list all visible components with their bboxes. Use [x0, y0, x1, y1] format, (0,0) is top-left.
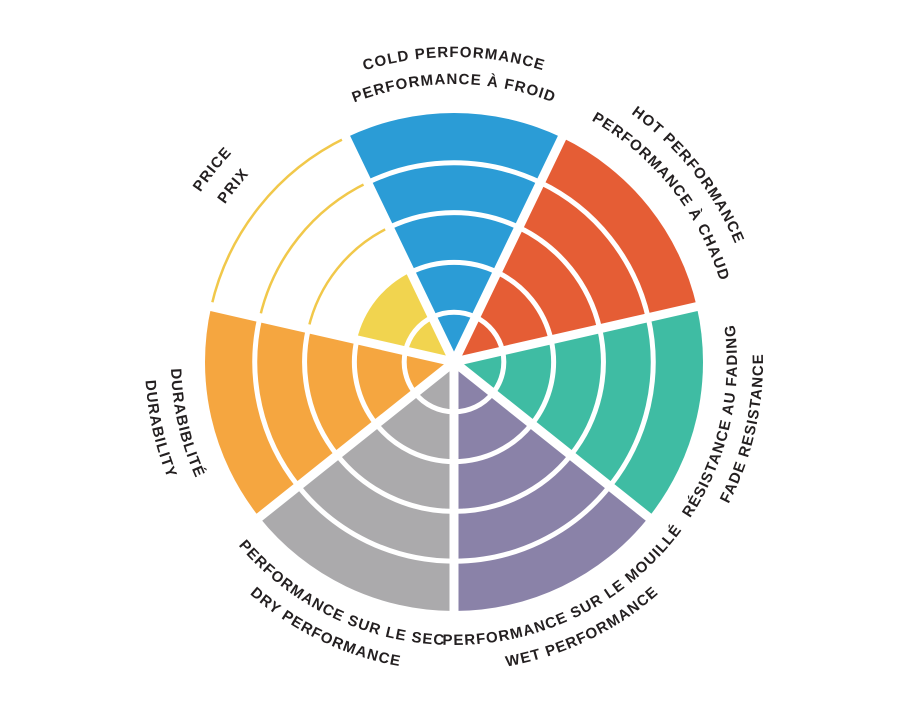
sector-separator: [452, 300, 704, 367]
sector-cold-wedge: [345, 113, 563, 362]
sector-durability-wedge: [204, 306, 454, 518]
sector-price-unfilled-ring: [307, 226, 390, 330]
ring-divider: [453, 484, 612, 564]
label-cold-en: COLD PERFORMANCE: [361, 44, 547, 74]
ring-divider: [302, 328, 340, 457]
ring-divider: [539, 180, 651, 319]
ring-divider: [335, 453, 455, 514]
ring-divider: [374, 422, 455, 465]
sector-dry-wedge: [259, 362, 454, 611]
ring-divider: [529, 339, 557, 426]
sector-hot-wedge: [454, 137, 697, 362]
sector-fade-wedge: [454, 306, 704, 518]
sector-price-wedge: [356, 272, 454, 362]
ring-divider: [351, 339, 379, 426]
ring-divider: [568, 328, 606, 457]
ring-divider: [409, 259, 499, 275]
sector-price-unfilled-ring: [210, 136, 347, 307]
ring-divider: [453, 453, 573, 514]
sector-wet-wedge: [454, 362, 649, 611]
sector-separator: [204, 300, 456, 367]
ring-divider: [496, 270, 554, 341]
sector-price-unfilled-ring: [258, 181, 369, 318]
ring-divider: [607, 317, 656, 488]
label-cold-fr: PERFORMANCE À FROID: [350, 71, 559, 106]
sector-separator: [451, 358, 657, 525]
ring-divider: [517, 225, 603, 330]
ring-divider: [453, 422, 534, 465]
sector-separator: [339, 130, 459, 364]
ring-divider: [388, 210, 520, 230]
sector-separator: [251, 358, 457, 525]
ring-divider: [366, 160, 542, 185]
ring-divider: [252, 317, 301, 488]
sector-separator: [449, 130, 569, 364]
ring-divider: [296, 484, 455, 564]
